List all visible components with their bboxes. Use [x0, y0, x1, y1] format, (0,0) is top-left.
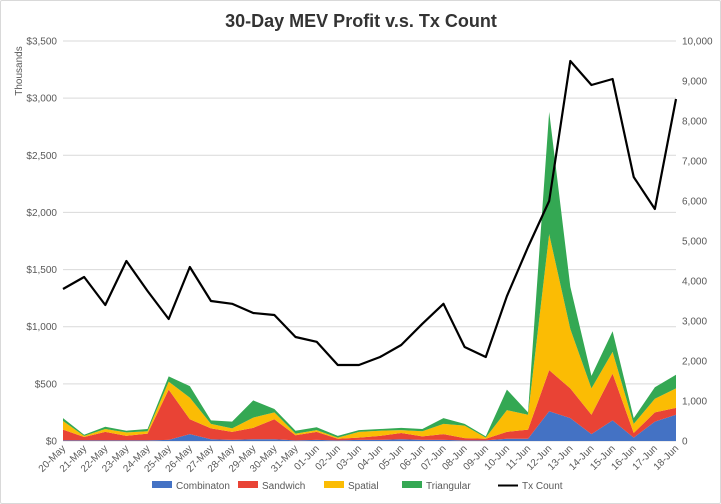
left-tick-label: $3,500 — [26, 37, 57, 48]
right-tick-label: 0 — [682, 437, 688, 448]
left-tick-label: $1,000 — [26, 322, 57, 333]
legend-label-combinaton: Combinaton — [176, 481, 230, 492]
right-tick-label: 3,000 — [682, 317, 707, 328]
left-tick-label: $2,000 — [26, 208, 57, 219]
stacked-areas — [63, 111, 676, 441]
gridlines — [63, 40, 676, 442]
right-tick-label: 1,000 — [682, 397, 707, 408]
right-tick-label: 4,000 — [682, 277, 707, 288]
tx-count-line-layer — [62, 59, 678, 367]
right-tick-label: 5,000 — [682, 237, 707, 248]
right-axis-ticks: 0 1,000 2,000 3,000 4,000 5,000 6,000 7,000 8,00… — [682, 37, 713, 448]
tx-count-line — [62, 59, 678, 367]
chart-title: 30-Day MEV Profit v.s. Tx Count — [225, 11, 497, 31]
right-tick-label: 10,000 — [682, 37, 713, 48]
left-tick-label: $3,000 — [26, 94, 57, 105]
legend-label-spatial: Spatial — [348, 481, 379, 492]
legend-label-triangular: Triangular — [426, 481, 471, 492]
area-combinaton — [63, 411, 676, 441]
legend: Combinaton Sandwich Spatial Triangular Tx Co… — [152, 481, 563, 492]
legend-label-sandwich: Sandwich — [262, 481, 305, 492]
legend-label-tx-count: Tx Count — [522, 481, 563, 492]
right-tick-label: 9,000 — [682, 77, 707, 88]
left-tick-label: $0 — [46, 437, 58, 448]
right-tick-label: 2,000 — [682, 357, 707, 368]
right-tick-label: 7,000 — [682, 157, 707, 168]
right-tick-label: 8,000 — [682, 117, 707, 128]
left-axis-ticks: $0 $500 $1,000 $1,500 $2,000 $2,500 $3,000 $3,5… — [26, 37, 57, 448]
left-tick-label: $2,500 — [26, 151, 57, 162]
y-axis-unit-label: Thousands — [14, 46, 25, 95]
left-tick-label: $500 — [35, 379, 58, 390]
x-axis-ticks: 20-May21-May22-May23-May24-May25-May26-M… — [37, 443, 681, 474]
legend-swatch-combinaton — [152, 481, 172, 488]
right-tick-label: 6,000 — [682, 197, 707, 208]
legend-swatch-spatial — [324, 481, 344, 488]
legend-swatch-triangular — [402, 481, 422, 488]
legend-swatch-sandwich — [238, 481, 258, 488]
area-sandwich — [63, 370, 676, 441]
area-spatial — [63, 234, 676, 439]
left-tick-label: $1,500 — [26, 265, 57, 276]
